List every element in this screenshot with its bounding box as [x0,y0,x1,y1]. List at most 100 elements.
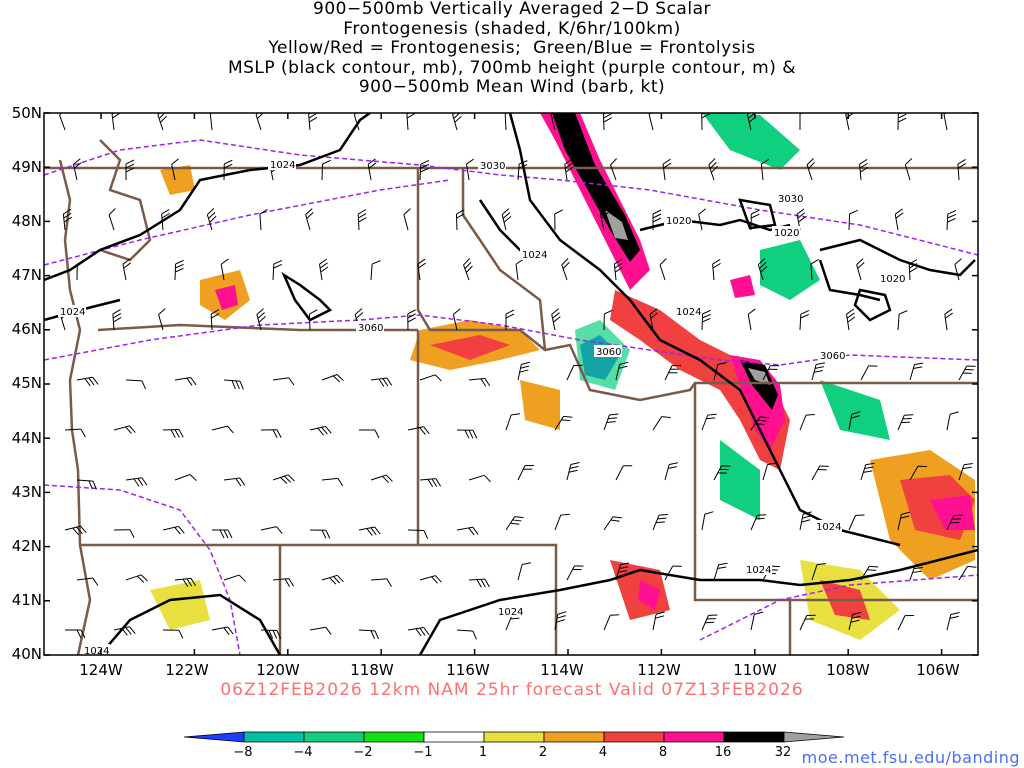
wind-barb [799,413,815,431]
mslp-label: 1024 [60,307,85,318]
colorbar-label: 4 [598,745,608,760]
colorbar-label: −1 [413,745,433,760]
wind-barb [708,158,719,181]
colorbar-label: 16 [714,745,732,760]
wind-barb [122,258,132,281]
wind-barb [162,629,184,639]
wind-barb [463,258,473,281]
lon-label: 124W [79,661,123,679]
wind-barb [554,611,567,631]
wind-barb [904,158,913,181]
wind-barb [223,159,233,181]
wind-barb [517,465,534,481]
wind-barb [162,525,185,535]
height-label: 3060 [596,347,621,358]
wind-barb [113,529,135,538]
wind-barb [321,159,331,181]
wind-barb [259,209,268,231]
wind-barb [76,479,97,490]
wind-barb [701,614,718,631]
wind-barb [856,258,865,281]
wind-barb [407,529,429,539]
wind-barb [554,415,573,431]
colorbar-label: 1 [478,745,488,760]
colorbar-label: −4 [293,745,313,760]
wind-barb [845,113,854,131]
wind-barb [859,158,869,181]
colorbar-label: 2 [538,745,548,760]
mslp-label: 1024 [498,607,523,618]
wind-barb [272,578,295,587]
colorbar-swatch [303,731,365,743]
mslp-label: 1024 [522,250,547,261]
title-line-4: MSLP (black contour, mb), 700mb height (… [227,57,797,78]
wind-barb [652,611,665,631]
colorbar-swatch [663,731,725,743]
wind-barb [566,462,580,481]
wind-barb [603,516,622,531]
colorbar-swatch [363,731,425,743]
wind-barb [309,529,331,539]
credit-link[interactable]: moe.met.fsu.edu/banding [801,748,1020,767]
height-label: 3060 [820,351,845,362]
wind-barb [256,308,266,331]
lon-label: 110W [733,661,777,679]
title-line-5: 900−500mb Mean Wind (barb, kt) [358,77,666,97]
wind-barb [909,362,924,381]
wind-barb [260,526,283,534]
wind-barb [59,113,67,131]
wind-barb [652,513,668,531]
wind-barb [223,477,246,487]
wind-barb [466,158,475,181]
colorbar-swatch [543,731,605,743]
wind-barb [125,574,148,583]
wind-barb [750,416,769,431]
wind-barb [615,465,633,481]
wind-barb [750,514,767,531]
wind-barb [357,209,367,231]
wind-barb [946,514,963,531]
wind-barb [206,208,217,231]
wind-barb [894,208,904,231]
wind-barb [505,516,524,531]
wind-barb [321,477,344,487]
wind-barb [713,562,728,581]
wind-barb [698,208,706,231]
wind-barb [456,526,479,536]
wind-barb [757,258,768,281]
wind-barb [158,308,166,331]
lat-label: 49N [11,158,42,176]
lon-label: 112W [637,661,681,679]
wind-barb [943,113,952,131]
wind-barb [799,614,816,631]
wind-barb [664,462,679,481]
wind-barb [62,208,72,231]
wind-barb [370,260,381,281]
wind-barb [799,309,810,331]
wind-barb [272,377,295,386]
contour-labels: 1024 1024 1024 1024 1024 1024 1024 1020 … [58,158,906,657]
wind-barb [615,562,630,581]
map-field [44,113,978,655]
wind-barb [370,377,393,387]
mslp-label: 1020 [880,274,905,285]
colorbar [183,731,845,743]
wind-barb [848,514,865,531]
wind-barb [957,159,967,181]
wind-barb [72,158,82,181]
colorbar-swatch [483,731,545,743]
wind-barb [649,308,659,331]
mslp-label: 1024 [746,565,771,576]
wind-barb [468,377,491,387]
wind-barb [468,578,490,588]
wind-barb [652,209,662,230]
wind-barb [603,614,620,631]
wind-barb [944,308,953,331]
wind-barb [515,258,524,281]
lon-label: 114W [540,661,584,679]
wind-barb [64,525,87,536]
wind-barb [125,379,147,390]
wind-barb [909,465,927,481]
mslp-label: 1020 [666,216,691,227]
wind-barb [419,575,442,584]
